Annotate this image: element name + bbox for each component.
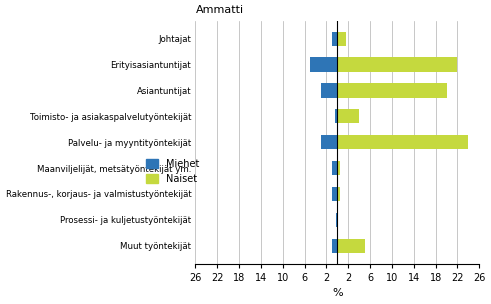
Text: Ammatti: Ammatti bbox=[195, 5, 244, 16]
Bar bbox=[321, 135, 337, 149]
Bar bbox=[337, 161, 340, 175]
Bar bbox=[332, 161, 337, 175]
Legend: Miehet, Naiset: Miehet, Naiset bbox=[143, 156, 202, 187]
Bar bbox=[337, 135, 468, 149]
Bar bbox=[335, 109, 337, 123]
Bar bbox=[337, 109, 359, 123]
Bar bbox=[310, 57, 337, 72]
Bar bbox=[337, 57, 458, 72]
Bar bbox=[337, 213, 338, 227]
Bar bbox=[337, 187, 340, 201]
Bar bbox=[332, 32, 337, 46]
Bar bbox=[332, 239, 337, 253]
Bar bbox=[337, 83, 446, 98]
Bar bbox=[337, 239, 365, 253]
X-axis label: %: % bbox=[332, 288, 343, 299]
Bar bbox=[321, 83, 337, 98]
Bar bbox=[336, 213, 337, 227]
Bar bbox=[337, 32, 346, 46]
Bar bbox=[332, 187, 337, 201]
